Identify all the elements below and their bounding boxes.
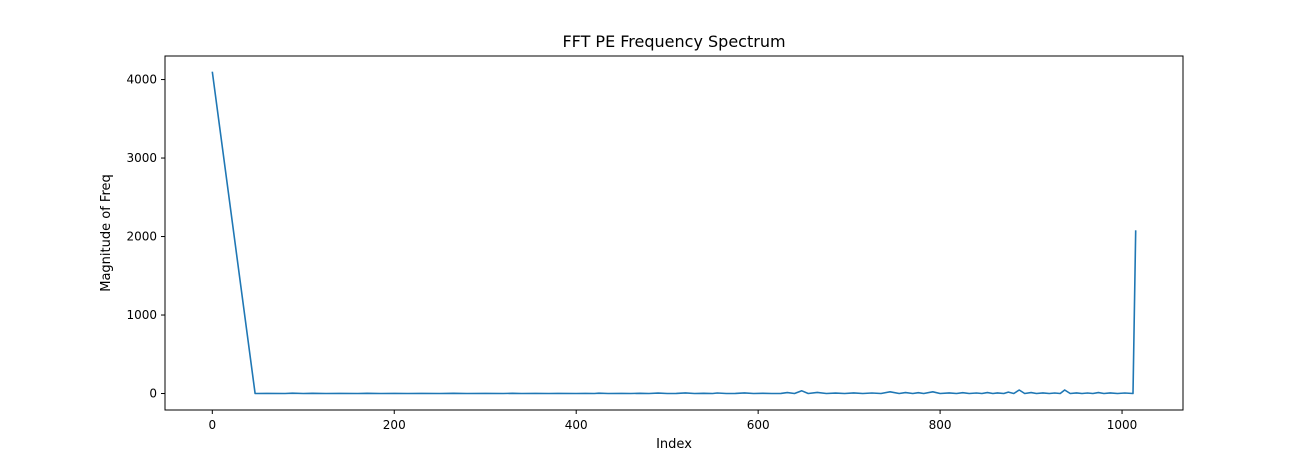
y-tick-label: 2000 xyxy=(126,230,157,244)
y-axis: 0 1000 2000 3000 4000 xyxy=(126,73,165,401)
y-tick-label: 0 xyxy=(149,387,157,401)
x-tick-label: 400 xyxy=(565,418,588,432)
x-tick-label: 600 xyxy=(747,418,770,432)
y-tick-label: 3000 xyxy=(126,151,157,165)
x-tick-label: 0 xyxy=(208,418,216,432)
plot-frame xyxy=(164,55,1184,411)
x-axis-label: Index xyxy=(656,437,692,452)
y-tick-label: 4000 xyxy=(126,73,157,87)
series-line xyxy=(211,71,1137,395)
chart-title: FFT PE Frequency Spectrum xyxy=(562,32,785,51)
x-axis: 0 200 400 600 800 1000 xyxy=(208,410,1137,432)
x-tick-label: 1000 xyxy=(1107,418,1138,432)
y-tick-label: 1000 xyxy=(126,308,157,322)
y-axis-label: Magnitude of Freq xyxy=(99,174,114,292)
x-tick-label: 200 xyxy=(383,418,406,432)
x-tick-label: 800 xyxy=(929,418,952,432)
